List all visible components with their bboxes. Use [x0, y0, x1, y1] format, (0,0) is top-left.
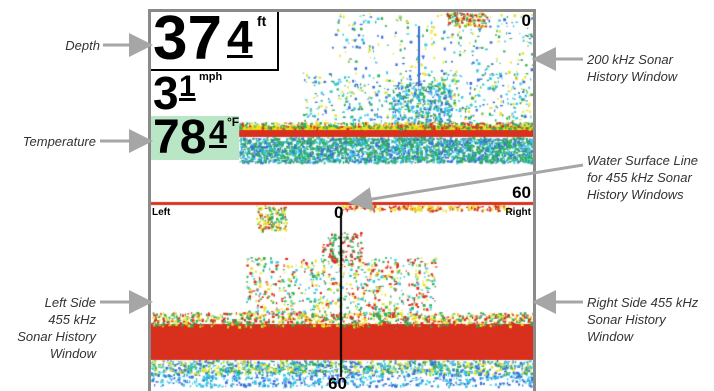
depth-unit: ft: [257, 13, 267, 29]
callout-water-surface-line-1: Water Surface Line: [587, 153, 699, 168]
temperature-digits-large: 78: [153, 111, 207, 164]
callout-left-window-line-2: 455 kHz: [48, 312, 96, 327]
speed-digits-large: 3: [153, 67, 179, 119]
callout-left-window: Left Side 455 kHz Sonar History Window: [0, 294, 96, 362]
callout-right-window-line-1: Right Side 455 kHz: [587, 295, 699, 310]
depth-digits-small: 4: [227, 12, 253, 63]
callout-200khz-line-2: History Window: [587, 69, 678, 84]
center-scale-top: 0: [334, 203, 344, 222]
top-scale-label: 0: [521, 12, 531, 30]
callout-temperature: Temperature: [22, 134, 96, 149]
callout-left-window-line-4: Window: [49, 346, 96, 361]
temperature-unit: °F: [227, 115, 240, 129]
temperature-digits-small: 4: [209, 114, 227, 150]
left-side-label: Left: [152, 207, 171, 218]
sonar-display-inner: 37 4 ft 3 1 mph 78 4 °F 0 60 0 60 Left R…: [151, 12, 533, 391]
callout-200khz-line-1: 200 kHz Sonar: [587, 52, 673, 67]
callout-water-surface: Water Surface Line for 455 kHz Sonar His…: [587, 152, 714, 203]
center-scale-bottom: 60: [328, 374, 347, 391]
callout-water-surface-line-2: for 455 kHz Sonar: [587, 170, 692, 185]
speed-unit: mph: [199, 71, 223, 83]
callout-water-surface-line-3: History Windows: [587, 187, 684, 202]
speed-digits-small: 1: [179, 70, 196, 103]
depth-readout-box: [151, 12, 279, 71]
depth-digits-large: 37: [153, 12, 222, 73]
sonar-display: 37 4 ft 3 1 mph 78 4 °F 0 60 0 60 Left R…: [148, 9, 536, 391]
temperature-background: [151, 116, 239, 160]
callout-200khz: 200 kHz Sonar History Window: [587, 51, 712, 85]
callout-right-window-line-2: Sonar History: [587, 312, 666, 327]
callout-left-window-line-1: Left Side: [44, 295, 96, 310]
right-side-label: Right: [505, 207, 531, 218]
callout-right-window: Right Side 455 kHz Sonar History Window: [587, 294, 714, 345]
callout-depth: Depth: [65, 38, 100, 53]
callout-right-window-line-3: Window: [587, 329, 634, 344]
callout-left-window-line-3: Sonar History: [17, 329, 96, 344]
side-scale-label: 60: [512, 183, 531, 202]
